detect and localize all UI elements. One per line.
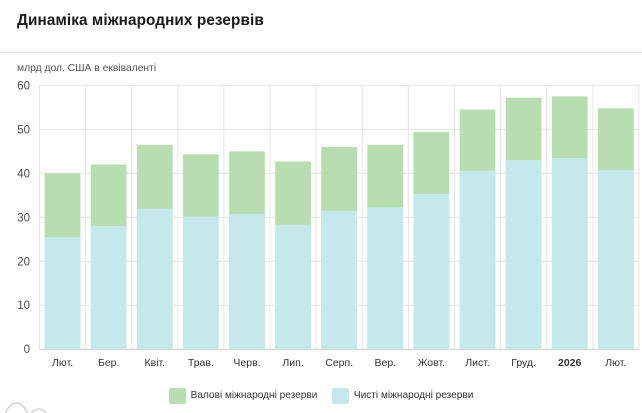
svg-text:30: 30	[17, 212, 30, 224]
svg-text:2026: 2026	[558, 357, 582, 369]
svg-text:Серп.: Серп.	[325, 357, 353, 369]
svg-text:Бер.: Бер.	[98, 357, 120, 369]
svg-text:Лист.: Лист.	[465, 357, 490, 369]
svg-text:40: 40	[17, 168, 30, 180]
svg-text:0: 0	[24, 344, 30, 356]
svg-text:20: 20	[17, 256, 30, 268]
svg-text:60: 60	[17, 80, 30, 92]
svg-text:Лип.: Лип.	[282, 357, 303, 369]
svg-text:Вер.: Вер.	[374, 357, 396, 369]
svg-text:Лют.: Лют.	[605, 357, 626, 369]
svg-text:Жовт.: Жовт.	[418, 357, 445, 369]
svg-text:Черв.: Черв.	[233, 357, 260, 369]
svg-text:10: 10	[17, 300, 30, 312]
svg-text:Груд.: Груд.	[511, 357, 536, 369]
svg-text:Лют.: Лют.	[52, 357, 73, 369]
svg-text:50: 50	[17, 124, 30, 136]
svg-text:Трав.: Трав.	[188, 357, 214, 369]
svg-text:Квіт.: Квіт.	[145, 357, 166, 369]
